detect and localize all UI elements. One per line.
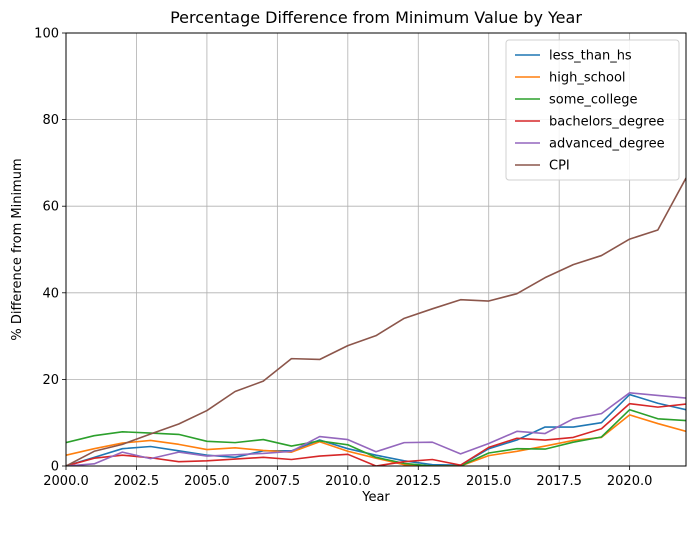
x-tick-label: 2000.0 [43, 474, 89, 489]
legend-label-cpi: CPI [549, 159, 570, 174]
series-line-high-school [66, 414, 686, 466]
y-axis: 0 20 40 60 80 100 [34, 27, 66, 475]
x-tick-label: 2010.0 [325, 474, 371, 489]
legend-label-advanced-degree: advanced_degree [549, 137, 665, 152]
x-axis: 2000.0 2002.5 2005.0 2007.5 2010.0 2012.5 2015… [43, 466, 652, 489]
series-line-some-college [66, 408, 686, 466]
y-tick-label: 80 [42, 113, 59, 128]
series-line-less-than-hs [66, 393, 686, 466]
series-line-advanced-degree [66, 392, 686, 466]
y-tick-label: 20 [42, 373, 59, 388]
chart-title: Percentage Difference from Minimum Value… [170, 8, 582, 27]
y-axis-title: % Difference from Minimum [10, 158, 25, 340]
x-tick-label: 2017.5 [536, 474, 582, 489]
y-tick-label: 100 [34, 27, 59, 42]
x-tick-label: 2002.5 [114, 474, 160, 489]
y-tick-label: 0 [51, 460, 59, 475]
y-tick-label: 60 [42, 200, 59, 215]
legend-label-less-than-hs: less_than_hs [549, 49, 632, 64]
legend: less_than_hs high_school some_collegebache… [505, 39, 680, 181]
legend-label-high-school: high_school [549, 71, 626, 86]
x-tick-label: 2005.0 [184, 474, 230, 489]
x-tick-label: 2007.5 [255, 474, 301, 489]
plot-frame [65, 32, 687, 467]
x-tick-label: 2015.0 [466, 474, 512, 489]
legend-label-some-college: some_college [549, 93, 637, 108]
plot-area [66, 177, 686, 466]
x-tick-label: 2012.5 [396, 474, 442, 489]
x-tick-label: 2020.0 [607, 474, 653, 489]
series-line-bachelors-degree [66, 402, 686, 466]
legend-box [505, 39, 680, 181]
x-axis-title: Year [361, 490, 390, 505]
y-tick-label: 40 [42, 286, 59, 301]
legend-label-bachelors-degree: bachelors_degree [549, 115, 664, 130]
series-line-cpi [66, 177, 686, 466]
